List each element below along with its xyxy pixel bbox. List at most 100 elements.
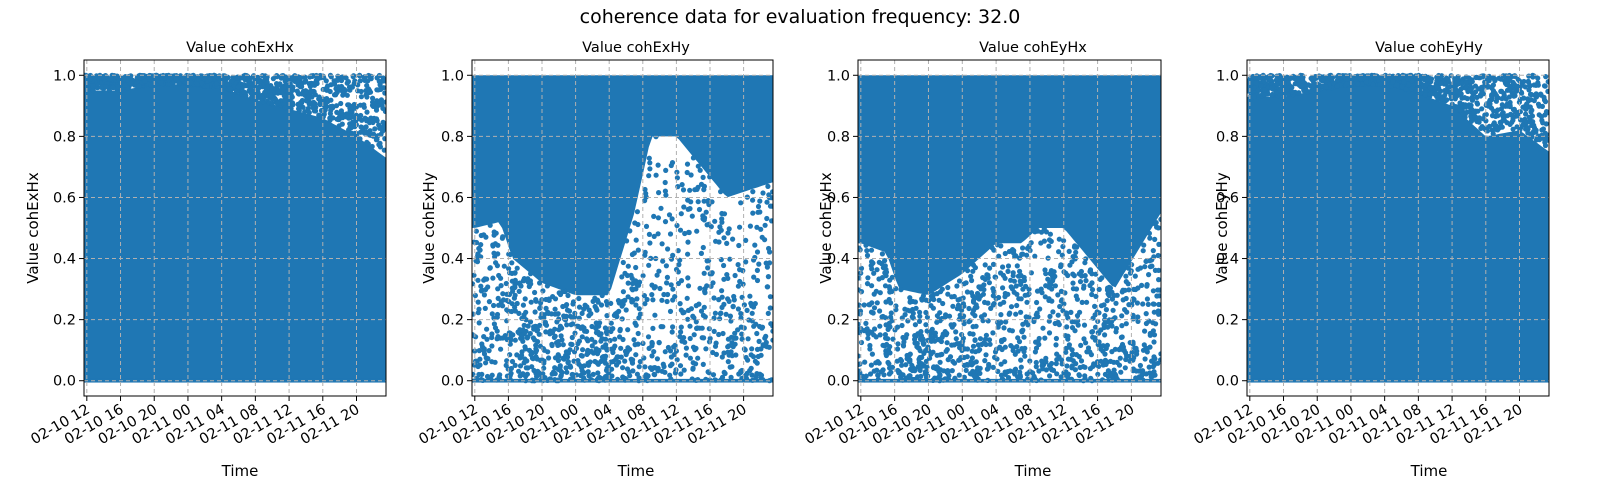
scatter-point: [858, 321, 861, 327]
scatter-point: [625, 345, 631, 351]
scatter-point: [1154, 293, 1160, 299]
scatter-point: [1466, 75, 1472, 81]
scatter-point: [477, 247, 483, 253]
scatter-point: [749, 372, 755, 378]
scatter-point: [1025, 292, 1031, 298]
scatter-point: [865, 331, 871, 337]
scatter-point: [649, 292, 655, 298]
scatter-point: [711, 295, 717, 301]
scatter-point: [592, 295, 598, 301]
scatter-point: [1047, 313, 1053, 319]
scatter-point: [623, 307, 629, 313]
scatter-point: [275, 89, 281, 95]
scatter-point: [759, 234, 765, 240]
scatter-point: [735, 262, 741, 268]
scatter-point: [1523, 111, 1529, 117]
scatter-point: [1018, 364, 1024, 370]
scatter-point: [909, 362, 915, 368]
scatter-point: [1269, 91, 1275, 98]
scatter-point: [698, 181, 705, 187]
scatter-point: [682, 339, 688, 345]
scatter-point: [1122, 307, 1128, 313]
scatter-point: [943, 312, 949, 318]
scatter-point: [921, 363, 928, 369]
scatter-point: [475, 299, 481, 305]
scatter-point: [702, 290, 708, 296]
scatter-point: [552, 296, 559, 302]
scatter-point: [1538, 91, 1544, 97]
scatter-point: [1379, 77, 1386, 83]
scatter-point: [662, 219, 669, 225]
y-tick-label: 0.8: [827, 129, 850, 145]
scatter-point: [336, 84, 342, 90]
scatter-point: [625, 280, 631, 286]
scatter-point: [1117, 355, 1123, 361]
scatter-point: [525, 334, 531, 340]
scatter-point: [898, 356, 904, 363]
scatter-point: [677, 334, 683, 340]
scatter-point: [1535, 101, 1542, 107]
scatter-point: [651, 233, 657, 239]
scatter-point: [608, 320, 614, 326]
scatter-point: [750, 197, 756, 203]
scatter-point: [754, 360, 760, 366]
scatter-point: [900, 343, 907, 349]
scatter-point: [494, 311, 501, 318]
scatter-point: [1048, 281, 1054, 288]
y-tick-label: 0.2: [441, 313, 464, 329]
scatter-point: [380, 119, 386, 125]
scatter-point: [1146, 230, 1152, 236]
scatter-point: [655, 215, 662, 221]
scatter-point: [472, 272, 477, 278]
scatter-point: [983, 352, 989, 358]
scatter-point: [514, 265, 520, 271]
scatter-point: [964, 289, 971, 295]
scatter-point: [1462, 95, 1468, 101]
scatter-point: [128, 73, 134, 79]
scatter-point: [500, 297, 507, 303]
scatter-point: [1523, 106, 1529, 112]
scatter-points: [1247, 72, 1549, 383]
scatter-point: [495, 286, 501, 292]
scatter-point: [528, 271, 534, 277]
scatter-point: [660, 324, 666, 330]
scatter-point: [581, 363, 587, 369]
scatter-point: [188, 79, 194, 86]
scatter-point: [1123, 273, 1129, 279]
scatter-point: [297, 75, 303, 81]
scatter-point: [1095, 371, 1101, 377]
scatter-point: [927, 355, 933, 361]
scatter-point: [281, 85, 287, 91]
scatter-point: [635, 221, 641, 228]
axes-frame: [857, 59, 1162, 397]
scatter-point: [552, 355, 559, 361]
scatter-point: [1251, 85, 1258, 91]
scatter-point: [1073, 249, 1079, 255]
scatter-point: [721, 301, 727, 307]
scatter-point: [646, 231, 653, 237]
scatter-point: [634, 296, 640, 302]
scatter-point: [579, 310, 585, 316]
scatter-point: [1040, 366, 1046, 372]
scatter-point: [701, 217, 707, 223]
scatter-point: [945, 357, 951, 363]
scatter-point: [529, 364, 535, 370]
scatter-point: [867, 346, 873, 352]
scatter-point: [1423, 82, 1429, 88]
scatter-point: [595, 375, 601, 381]
scatter-point: [543, 305, 549, 311]
subplot-1: Value cohExHx Time Value cohExHx: [24, 40, 294, 480]
scatter-point: [668, 282, 674, 288]
scatter-point: [475, 376, 481, 382]
scatter-point: [1131, 286, 1137, 292]
scatter-point: [917, 365, 924, 371]
scatter-point: [527, 319, 534, 325]
scatter-point: [618, 345, 624, 351]
scatter-point: [985, 318, 991, 324]
scatter-point: [239, 85, 245, 91]
scatter-point: [755, 203, 762, 210]
scatter-point: [748, 352, 754, 358]
scatter-point: [869, 351, 876, 357]
scatter-point: [477, 362, 483, 368]
